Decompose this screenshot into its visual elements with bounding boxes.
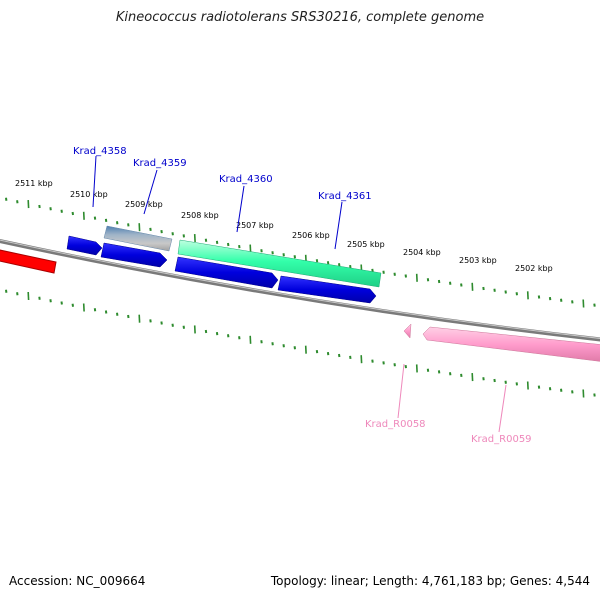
label-krad-r0058[interactable]: Krad_R0058 <box>365 419 426 430</box>
label-krad-4360[interactable]: Krad_4360 <box>219 174 273 185</box>
scale-ticks-lower <box>5 289 596 398</box>
scale-label: 2509 kbp <box>125 200 163 209</box>
gene-krad-4359-upper[interactable] <box>103 225 173 252</box>
label-krad-r0059[interactable]: Krad_R0059 <box>471 434 532 445</box>
sequence-backbone <box>0 239 600 342</box>
sequence-backbone-highlight <box>0 239 600 339</box>
label-krad-4359[interactable]: Krad_4359 <box>133 158 187 169</box>
label-leaders <box>92 155 507 433</box>
scale-label: 2510 kbp <box>70 190 108 199</box>
gene-labels: Krad_4358 Krad_4359 Krad_4360 Krad_4361 … <box>73 146 532 445</box>
gene-krad-4358[interactable] <box>66 235 103 256</box>
gene-krad-4360-highlight[interactable] <box>177 239 382 288</box>
gene-krad-4361[interactable] <box>277 275 377 304</box>
scale-label: 2502 kbp <box>515 264 553 273</box>
gene-krad-4359[interactable] <box>100 242 168 268</box>
scale-label: 2507 kbp <box>236 221 274 230</box>
scale-label: 2503 kbp <box>459 256 497 265</box>
scale-label: 2504 kbp <box>403 248 441 257</box>
gene-krad-4360[interactable] <box>174 256 279 289</box>
scale-label: 2505 kbp <box>347 240 385 249</box>
scale-label: 2511 kbp <box>15 179 53 188</box>
feature-red[interactable] <box>0 249 57 274</box>
label-krad-4361[interactable]: Krad_4361 <box>318 191 372 202</box>
scale-labels: 2511 kbp 2510 kbp 2509 kbp 2508 kbp 2507… <box>15 179 553 273</box>
rna-krad-r0059[interactable] <box>422 326 600 362</box>
scale-label: 2508 kbp <box>181 211 219 220</box>
accession-text: Accession: NC_009664 <box>9 574 146 588</box>
label-krad-4358[interactable]: Krad_4358 <box>73 146 127 157</box>
scale-label: 2506 kbp <box>292 231 330 240</box>
genome-summary-text: Topology: linear; Length: 4,761,183 bp; … <box>270 574 590 588</box>
rna-krad-r0058[interactable] <box>403 323 412 339</box>
map-title: Kineococcus radiotolerans SRS30216, comp… <box>115 10 485 25</box>
scale-ticks-upper <box>5 197 596 308</box>
